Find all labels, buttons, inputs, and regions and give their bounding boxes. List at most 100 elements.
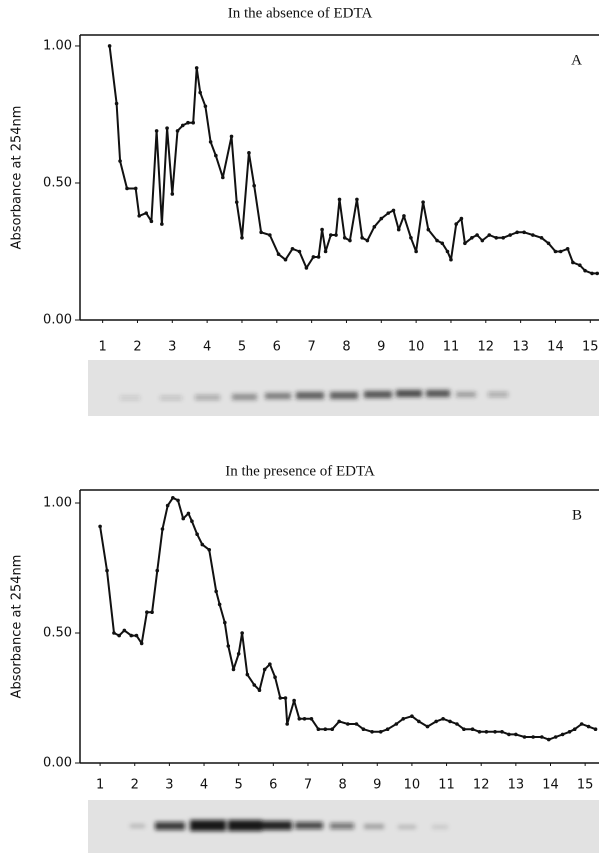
data-point	[587, 725, 591, 729]
x-tick-label: 1	[96, 778, 104, 793]
data-point	[165, 126, 169, 130]
data-point	[481, 239, 485, 243]
x-tick-label: 11	[443, 340, 460, 355]
data-point	[230, 135, 234, 139]
data-point	[507, 733, 511, 737]
x-tick-label: 8	[342, 340, 350, 355]
x-tick-label: 10	[404, 778, 421, 793]
data-point	[298, 717, 302, 721]
data-point	[284, 258, 288, 262]
panel-label: B	[572, 507, 582, 523]
data-point	[594, 727, 598, 731]
data-point	[218, 603, 222, 607]
x-tick-label: 9	[373, 778, 381, 793]
data-point	[324, 250, 328, 254]
data-point	[247, 151, 251, 155]
panel-label: A	[571, 52, 582, 68]
data-point	[417, 720, 421, 724]
data-point	[410, 714, 414, 718]
data-point	[237, 652, 241, 656]
data-point	[310, 717, 314, 721]
data-point	[191, 121, 195, 125]
data-point	[397, 228, 401, 232]
data-point	[531, 735, 535, 739]
data-point	[559, 250, 563, 254]
data-point	[379, 730, 383, 734]
x-tick-label: 3	[165, 778, 173, 793]
data-point	[487, 233, 491, 237]
data-point	[201, 543, 205, 547]
data-point	[108, 44, 112, 48]
y-tick-label: 1.00	[43, 496, 72, 511]
data-point	[508, 233, 512, 237]
data-point	[240, 236, 244, 240]
data-point	[462, 727, 466, 731]
data-point	[259, 231, 263, 235]
data-point	[392, 209, 396, 213]
x-tick-label: 5	[238, 340, 246, 355]
x-tick-label: 13	[508, 778, 525, 793]
data-point	[554, 735, 558, 739]
data-point	[176, 129, 180, 133]
y-tick-label: 0.50	[43, 175, 72, 190]
data-point	[329, 233, 333, 237]
data-line	[110, 46, 598, 273]
data-point	[135, 634, 139, 638]
data-point	[348, 239, 352, 243]
data-point	[409, 236, 413, 240]
data-point	[395, 722, 399, 726]
data-point	[370, 730, 374, 734]
data-point	[123, 629, 127, 633]
y-tick-label: 1.00	[43, 38, 72, 53]
data-point	[137, 214, 141, 218]
x-tick-label: 4	[200, 778, 208, 793]
line-series	[98, 496, 597, 741]
x-tick-label: 6	[273, 340, 281, 355]
data-point	[337, 720, 341, 724]
data-point	[317, 255, 321, 259]
data-point	[252, 184, 256, 188]
data-point	[160, 222, 164, 226]
data-point	[402, 214, 406, 218]
chart-title: In the presence of EDTA	[225, 463, 375, 479]
y-tick-label: 0.50	[43, 626, 72, 641]
gel-image	[88, 800, 599, 853]
data-point	[129, 634, 133, 638]
data-point	[449, 258, 453, 262]
data-point	[414, 250, 418, 254]
x-tick-label: 2	[131, 778, 139, 793]
x-tick-label: 2	[133, 340, 141, 355]
data-point	[105, 569, 109, 573]
x-tick-label: 14	[542, 778, 559, 793]
data-point	[573, 727, 577, 731]
data-point	[176, 499, 180, 503]
data-point	[291, 247, 295, 251]
data-point	[446, 250, 450, 254]
page: In the absence of EDTAAAbsorbance at 254…	[0, 0, 599, 853]
data-point	[561, 733, 565, 737]
data-point	[485, 730, 489, 734]
data-point	[323, 727, 327, 731]
data-point	[360, 236, 364, 240]
x-tick-label: 7	[307, 340, 315, 355]
y-tick-label: 0.00	[43, 756, 72, 771]
x-tick-label: 15	[577, 778, 594, 793]
data-point	[320, 228, 324, 232]
x-tick-label: 11	[438, 778, 455, 793]
y-axis-label: Absorbance at 254nm	[10, 555, 25, 699]
data-point	[568, 730, 572, 734]
y-tick-label: 0.00	[43, 313, 72, 328]
x-tick-label: 12	[473, 778, 490, 793]
data-point	[522, 231, 526, 235]
data-point	[590, 272, 594, 276]
data-point	[475, 233, 479, 237]
x-tick-label: 6	[269, 778, 277, 793]
data-point	[252, 683, 256, 687]
data-point	[355, 198, 359, 202]
data-point	[195, 532, 199, 536]
data-point	[386, 211, 390, 215]
data-point	[501, 236, 505, 240]
data-point	[118, 159, 122, 163]
data-point	[379, 217, 383, 221]
data-point	[187, 512, 191, 516]
